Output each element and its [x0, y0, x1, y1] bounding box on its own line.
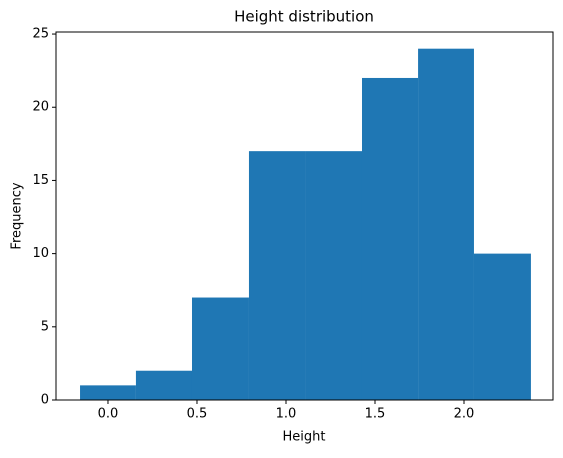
- x-tick-label: 0.5: [187, 407, 208, 422]
- x-tick-label: 1.5: [365, 407, 386, 422]
- bar: [473, 253, 531, 400]
- bar: [191, 297, 249, 400]
- x-tick-label: 0.0: [98, 407, 119, 422]
- chart-title: Height distribution: [234, 8, 374, 26]
- x-axis-label: Height: [283, 430, 326, 445]
- y-axis-label: Frequency: [10, 182, 25, 249]
- bar: [248, 151, 306, 400]
- y-tick-label: 20: [32, 100, 49, 115]
- y-tick-label: 0: [41, 393, 49, 408]
- x-tick-label: 2.0: [454, 407, 475, 422]
- bar: [135, 370, 192, 400]
- bar: [418, 48, 474, 401]
- y-tick-label: 15: [32, 173, 49, 188]
- bar: [361, 77, 419, 400]
- y-tick-label: 5: [41, 319, 49, 334]
- y-tick-label: 25: [32, 27, 49, 42]
- bar: [305, 151, 362, 400]
- plot-frame: [55, 31, 554, 401]
- bar: [80, 385, 136, 400]
- y-tick-label: 10: [32, 246, 49, 261]
- x-tick-label: 1.0: [276, 407, 297, 422]
